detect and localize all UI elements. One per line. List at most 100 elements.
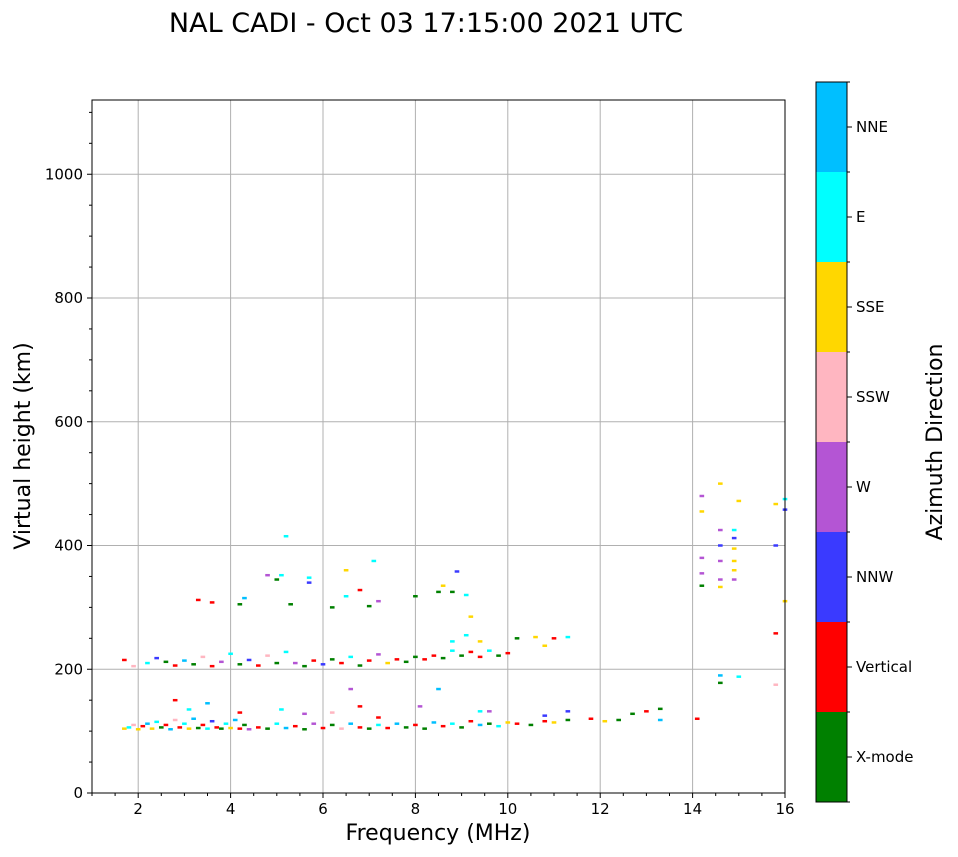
data-point xyxy=(205,702,210,705)
data-point xyxy=(246,728,252,731)
y-tick-label: 800 xyxy=(54,289,83,307)
data-point xyxy=(403,726,409,729)
data-point xyxy=(186,727,192,730)
data-point xyxy=(209,601,215,604)
data-point xyxy=(450,649,455,652)
data-point xyxy=(177,726,183,729)
data-point xyxy=(131,664,136,668)
data-point xyxy=(343,595,349,598)
data-point xyxy=(242,723,247,727)
data-point xyxy=(487,649,492,652)
data-point xyxy=(306,581,312,584)
data-point xyxy=(223,722,229,725)
data-point xyxy=(145,661,150,665)
data-point xyxy=(348,722,354,725)
data-point xyxy=(357,726,363,729)
data-point xyxy=(440,724,446,728)
data-point xyxy=(436,590,441,594)
data-point xyxy=(283,726,289,730)
data-point xyxy=(371,559,377,563)
data-point xyxy=(366,604,372,608)
data-point xyxy=(366,727,372,730)
data-point xyxy=(505,651,511,655)
y-tick-label: 400 xyxy=(54,537,83,555)
data-point xyxy=(694,717,700,720)
data-point xyxy=(219,660,224,664)
data-point xyxy=(122,658,127,662)
data-point xyxy=(422,658,427,661)
data-point xyxy=(542,644,548,647)
data-point xyxy=(219,727,224,730)
data-point xyxy=(237,603,243,606)
data-point xyxy=(348,655,354,659)
data-point xyxy=(357,588,363,592)
data-point xyxy=(256,726,261,729)
x-tick-label: 16 xyxy=(775,800,794,818)
data-point xyxy=(718,482,723,485)
data-point xyxy=(182,722,187,725)
x-tick-label: 12 xyxy=(591,800,610,818)
data-point xyxy=(339,727,344,730)
x-axis-label: Frequency (MHz) xyxy=(346,821,531,846)
data-point xyxy=(477,723,483,727)
data-point xyxy=(773,502,779,506)
data-point xyxy=(172,718,178,722)
data-point xyxy=(126,726,132,729)
data-point xyxy=(209,664,215,668)
data-point xyxy=(477,640,483,643)
data-point xyxy=(718,559,723,563)
data-point xyxy=(431,721,437,724)
colorbar-segment xyxy=(816,82,847,172)
y-tick-label: 1000 xyxy=(45,165,83,183)
data-point xyxy=(422,727,427,730)
data-point xyxy=(731,528,737,532)
data-point xyxy=(158,726,164,729)
colorbar-segment xyxy=(816,352,847,442)
data-point xyxy=(496,654,501,657)
colorbar-tick-label: SSW xyxy=(856,388,890,406)
colorbar-tick-label: E xyxy=(856,208,865,226)
data-point xyxy=(463,633,469,637)
data-point xyxy=(468,719,474,723)
data-point xyxy=(288,603,293,606)
colorbar-label: Azimuth Direction xyxy=(923,343,948,540)
data-point xyxy=(265,573,270,577)
data-point xyxy=(528,723,534,727)
data-point xyxy=(565,710,571,713)
x-tick-label: 4 xyxy=(226,800,236,818)
data-point xyxy=(320,726,326,730)
data-point xyxy=(357,664,363,667)
x-tick-label: 14 xyxy=(683,800,702,818)
data-point xyxy=(274,661,280,665)
data-point xyxy=(292,724,298,728)
data-point xyxy=(209,719,215,723)
colorbar-tick-label: NNW xyxy=(856,568,893,586)
data-point xyxy=(533,635,538,639)
data-point xyxy=(450,722,455,725)
data-point xyxy=(232,718,238,722)
data-point xyxy=(329,711,335,714)
data-point xyxy=(394,722,400,725)
data-point xyxy=(588,717,594,720)
data-point xyxy=(385,661,390,665)
colorbar: X-mode Vertical NNW W SSW SSE E NNE xyxy=(815,81,913,803)
data-point xyxy=(339,661,344,665)
data-point xyxy=(487,722,492,725)
colorbar-tick-label: SSE xyxy=(856,298,885,316)
data-point xyxy=(542,719,548,723)
data-point xyxy=(265,727,270,730)
y-tick-label: 200 xyxy=(54,660,83,678)
data-point xyxy=(154,720,159,724)
data-point xyxy=(718,674,723,677)
colorbar-segment xyxy=(816,262,847,352)
data-point xyxy=(163,723,169,727)
data-points xyxy=(122,482,788,731)
data-point xyxy=(542,714,548,717)
data-point xyxy=(191,663,196,666)
colorbar-frame xyxy=(815,81,848,803)
data-point xyxy=(320,663,326,666)
data-point xyxy=(477,655,483,659)
data-point xyxy=(718,528,723,532)
data-point xyxy=(283,534,289,538)
